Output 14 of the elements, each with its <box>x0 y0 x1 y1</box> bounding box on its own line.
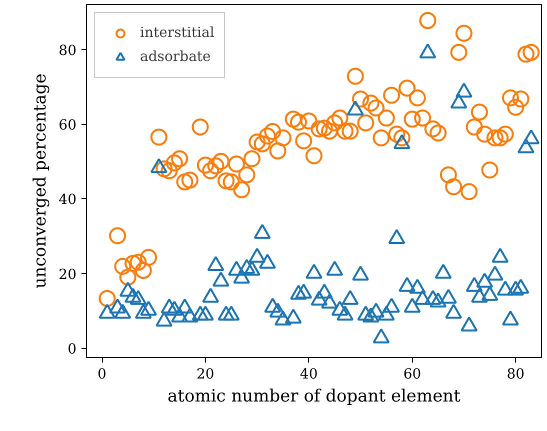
y-tick-label: 0 <box>68 342 77 358</box>
y-tick-label: 40 <box>58 192 77 208</box>
legend-label: interstitial <box>140 25 214 41</box>
x-tick-label: 20 <box>196 366 214 382</box>
y-tick-label: 60 <box>58 118 77 134</box>
x-tick-label: 60 <box>403 366 422 382</box>
y-tick-label: 20 <box>58 266 77 283</box>
legend-label: adsorbate <box>140 49 211 65</box>
x-tick-label: 0 <box>98 366 106 382</box>
y-tick-label: 80 <box>58 42 77 59</box>
y-axis-title: unconverged percentage <box>30 73 51 289</box>
x-tick-label: 40 <box>300 366 318 382</box>
x-tick-label: 80 <box>506 366 525 382</box>
x-axis-title: atomic number of dopant element <box>168 386 461 406</box>
